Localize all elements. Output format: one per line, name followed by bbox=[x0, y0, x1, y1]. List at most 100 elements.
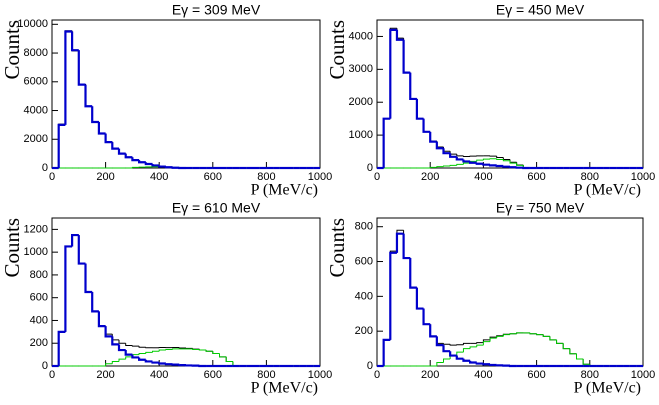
x-axis-label: P (MeV/c) bbox=[574, 182, 641, 199]
histogram-bin bbox=[138, 352, 146, 355]
x-tick-label: 400 bbox=[150, 369, 168, 381]
chart-title: Eγ = 610 MeV bbox=[172, 200, 261, 216]
histogram-bin bbox=[482, 158, 491, 161]
histogram-bin bbox=[91, 106, 99, 124]
x-tick-label: 400 bbox=[474, 171, 492, 183]
histogram-bin bbox=[556, 339, 564, 344]
y-tick-label: 0 bbox=[367, 162, 373, 174]
histogram-bin bbox=[212, 351, 220, 354]
histogram-bin bbox=[402, 39, 411, 74]
x-tick-label: 200 bbox=[96, 171, 114, 183]
histogram-bin bbox=[462, 155, 471, 157]
histogram-bin bbox=[569, 348, 577, 355]
x-tick-label: 1000 bbox=[631, 369, 655, 381]
x-tick-label: 200 bbox=[421, 369, 439, 381]
y-tick-label: 1000 bbox=[24, 246, 48, 258]
histogram-bin bbox=[509, 160, 517, 164]
histogram-bin bbox=[576, 353, 584, 360]
histogram-bin bbox=[476, 342, 484, 344]
histogram-bin bbox=[455, 156, 464, 161]
x-tick-label: 400 bbox=[150, 171, 168, 183]
histogram-bin bbox=[435, 336, 444, 347]
histogram-bin bbox=[158, 362, 166, 365]
histogram-bin bbox=[57, 123, 66, 168]
histogram-bin bbox=[516, 163, 524, 166]
x-tick-label: 1000 bbox=[631, 171, 655, 183]
x-tick-label: 800 bbox=[581, 369, 599, 381]
histogram-bin bbox=[476, 344, 484, 347]
x-axis-label: P (MeV/c) bbox=[251, 182, 318, 199]
histogram-bin bbox=[158, 349, 166, 352]
x-axis-label: P (MeV/c) bbox=[574, 380, 641, 397]
histogram-bin bbox=[164, 363, 173, 366]
histogram-bin bbox=[502, 157, 510, 160]
x-tick-label: 800 bbox=[257, 171, 275, 183]
histogram-bin bbox=[145, 347, 153, 349]
histogram-bin bbox=[536, 333, 544, 336]
chart-title: Eγ = 309 MeV bbox=[172, 2, 261, 18]
histogram-bin bbox=[549, 336, 557, 341]
histogram-bin bbox=[164, 166, 173, 169]
y-tick-label: 10000 bbox=[17, 18, 48, 30]
histogram-bin bbox=[117, 148, 126, 155]
histogram-bin bbox=[138, 160, 146, 164]
histogram-bin bbox=[382, 117, 391, 168]
histogram-bin bbox=[549, 336, 557, 341]
histogram-bin bbox=[482, 163, 491, 166]
histogram-bin bbox=[382, 338, 391, 366]
histogram-bin bbox=[482, 341, 491, 346]
histogram-bin bbox=[111, 142, 119, 150]
histogram-bin bbox=[389, 28, 397, 119]
x-tick-label: 0 bbox=[49, 171, 55, 183]
histogram-bin bbox=[111, 336, 119, 346]
histogram-bin bbox=[105, 363, 113, 366]
y-tick-label: 4000 bbox=[349, 30, 373, 42]
histogram-bin bbox=[529, 332, 537, 335]
y-tick-label: 200 bbox=[355, 325, 373, 337]
x-tick-label: 200 bbox=[421, 171, 439, 183]
histogram-bin bbox=[455, 355, 464, 360]
histogram-bin bbox=[131, 166, 140, 168]
y-axis-label: Counts bbox=[325, 20, 349, 80]
histogram-bin bbox=[516, 162, 524, 166]
histogram-bin bbox=[225, 356, 233, 362]
plot-frame bbox=[51, 19, 321, 169]
histogram-bin bbox=[415, 287, 424, 310]
histogram-bin bbox=[456, 351, 464, 356]
histogram-bin bbox=[84, 263, 93, 294]
histogram-bin bbox=[97, 311, 106, 328]
histogram-bin bbox=[144, 359, 153, 363]
histogram-bin bbox=[57, 330, 66, 366]
histogram-bin bbox=[395, 29, 404, 41]
histogram-bin bbox=[436, 362, 444, 366]
histogram-bin bbox=[516, 332, 524, 334]
y-tick-label: 2000 bbox=[349, 96, 373, 108]
histogram-bin bbox=[456, 154, 464, 157]
x-tick-label: 600 bbox=[527, 369, 545, 381]
histogram-bin bbox=[469, 161, 477, 164]
histogram-bin bbox=[144, 162, 153, 166]
y-tick-label: 4000 bbox=[24, 104, 48, 116]
histogram-bin bbox=[125, 343, 133, 347]
histogram-bin bbox=[502, 159, 510, 162]
histogram-bin bbox=[488, 363, 497, 367]
y-tick-label: 1200 bbox=[24, 223, 48, 235]
x-tick-label: 1000 bbox=[308, 171, 332, 183]
histogram-bin bbox=[158, 165, 166, 168]
x-tick-label: 200 bbox=[96, 369, 114, 381]
histogram-bin bbox=[152, 350, 160, 353]
histogram-bin bbox=[456, 163, 464, 166]
x-tick-label: 0 bbox=[374, 171, 380, 183]
histogram-bin bbox=[138, 357, 146, 361]
x-tick-label: 600 bbox=[204, 369, 222, 381]
histogram-bin bbox=[496, 158, 504, 160]
x-tick-label: 400 bbox=[474, 369, 492, 381]
histogram-bin bbox=[429, 131, 437, 143]
histogram-bin bbox=[469, 360, 477, 364]
x-tick-label: 600 bbox=[527, 171, 545, 183]
histogram-bin bbox=[562, 343, 570, 350]
histogram-bin bbox=[138, 346, 146, 348]
histogram-bin bbox=[131, 354, 140, 359]
histogram-bin bbox=[71, 31, 79, 52]
x-tick-label: 800 bbox=[581, 171, 599, 183]
